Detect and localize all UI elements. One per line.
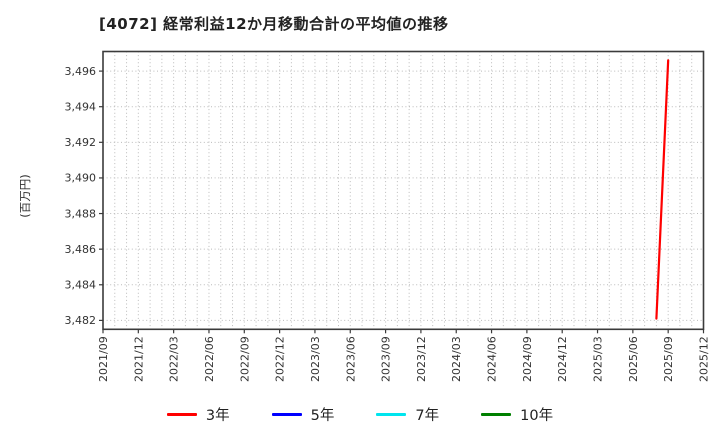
legend-line-icon	[481, 413, 512, 416]
legend-item-1: 5年	[271, 404, 335, 425]
legend-line-icon	[271, 413, 302, 416]
chart-title: [4072] 経常利益12か月移動合計の平均値の推移	[99, 15, 449, 33]
series-line-3年	[655, 59, 670, 320]
x-tick-label: 2023/06	[344, 336, 357, 382]
x-tick-label: 2022/03	[168, 336, 181, 382]
x-tick-label: 2021/12	[132, 336, 145, 382]
x-tick-label: 2025/09	[662, 336, 675, 382]
x-tick-label: 2023/09	[380, 336, 393, 382]
y-tick-label: 3,482	[65, 314, 97, 327]
horizontal-gridlines	[103, 70, 704, 321]
y-tick-labels: 3,482 3,484 3,486 3,488 3,490 3,492 3,494 3,496	[65, 65, 97, 327]
x-tick-label: 2024/06	[486, 336, 499, 382]
vertical-gridlines	[114, 51, 693, 330]
y-tick-label: 3,492	[65, 136, 97, 149]
legend-label: 10年	[520, 408, 554, 424]
x-tick-labels: 2021/09 2021/12 2022/03 2022/06 2022/09 2022/…	[97, 336, 711, 382]
legend-label: 7年	[415, 408, 440, 424]
y-tick-label: 3,490	[65, 172, 97, 185]
x-tick-label: 2021/09	[97, 336, 110, 382]
legend: 3年 5年 7年 10年	[0, 404, 720, 425]
x-tick-label: 2022/06	[203, 336, 216, 382]
x-tick-label: 2022/09	[238, 336, 251, 382]
y-tick-label: 3,484	[65, 279, 97, 292]
x-tick-label: 2022/12	[274, 336, 287, 382]
x-tick-label: 2023/03	[309, 336, 322, 382]
x-tick-label: 2023/12	[415, 336, 428, 382]
legend-line-icon	[376, 413, 407, 416]
x-tick-label: 2024/09	[521, 336, 534, 382]
legend-item-0: 3年	[166, 404, 230, 425]
legend-label: 5年	[310, 408, 335, 424]
legend-item-2: 7年	[376, 404, 439, 425]
legend-label: 3年	[205, 408, 230, 424]
x-tick-label: 2025/12	[698, 336, 711, 382]
y-tick-label: 3,488	[65, 207, 97, 220]
x-tick-label: 2025/03	[592, 336, 605, 382]
legend-item-3: 10年	[481, 404, 553, 425]
x-tick-label: 2024/12	[556, 336, 569, 382]
legend-line-icon	[166, 413, 197, 416]
axis-ticks	[99, 70, 705, 334]
x-tick-label: 2024/03	[450, 336, 463, 382]
x-tick-label: 2025/06	[627, 336, 640, 382]
y-tick-label: 3,496	[65, 65, 97, 78]
y-tick-label: 3,486	[65, 243, 97, 256]
y-tick-label: 3,494	[65, 101, 97, 114]
plot-border	[102, 50, 705, 331]
